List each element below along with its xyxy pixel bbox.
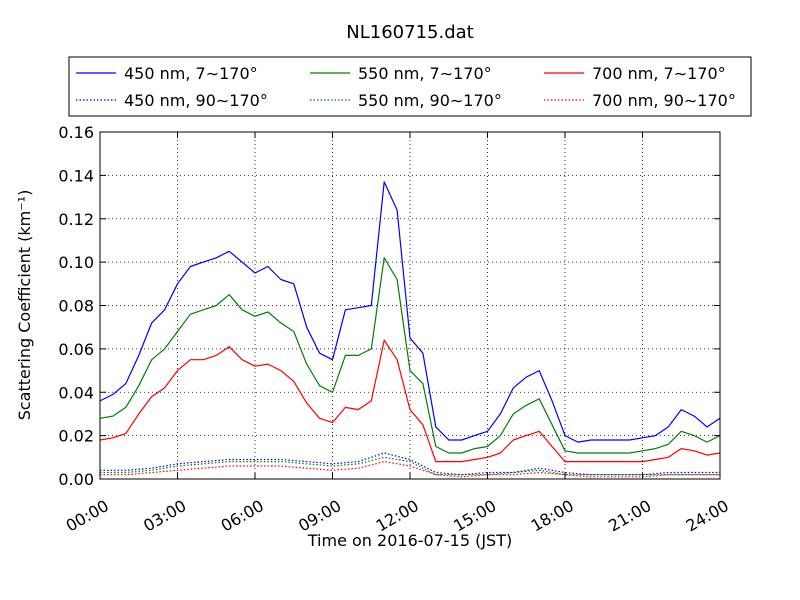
x-tick-label: 24:00: [683, 496, 732, 536]
y-tick-label: 0.14: [58, 166, 94, 185]
x-tick-label: 00:00: [63, 496, 112, 536]
y-tick-label: 0.10: [58, 253, 94, 272]
legend-label: 700 nm, 7∼170°: [592, 64, 726, 83]
legend-box: [68, 56, 752, 117]
legend-label: 450 nm, 7∼170°: [124, 64, 258, 83]
grid: [100, 132, 720, 479]
series-line-2: [99, 257, 721, 454]
series-line-3: [99, 339, 721, 463]
y-tick-label: 0.02: [58, 427, 94, 446]
y-tick-label: 0.16: [58, 123, 94, 142]
y-tick-label: 0.00: [58, 470, 94, 489]
x-tick-label: 12:00: [373, 496, 422, 536]
series-line-1: [99, 181, 721, 443]
legend-label: 550 nm, 90∼170°: [358, 91, 502, 110]
chart-title: NL160715.dat: [346, 22, 473, 43]
x-tick-label: 15:00: [450, 496, 499, 536]
ticks: [99, 131, 721, 480]
series-line-5: [100, 456, 720, 476]
x-tick-label: 21:00: [605, 496, 654, 536]
y-tick-labels: 0.00 0.02 0.04 0.06 0.08 0.10 0.12 0.14 0.16: [58, 123, 94, 489]
x-tick-label: 09:00: [295, 496, 344, 536]
legend-label: 450 nm, 90∼170°: [124, 91, 268, 110]
series-layer: [99, 181, 721, 478]
legend-label: 700 nm, 90∼170°: [592, 91, 736, 110]
y-tick-label: 0.08: [58, 297, 94, 316]
y-tick-label: 0.12: [58, 210, 94, 229]
x-tick-label: 06:00: [218, 496, 267, 536]
series-line-6: [100, 461, 720, 478]
y-axis-label: Scattering Coefficient (km⁻¹): [15, 190, 34, 421]
y-tick-label: 0.06: [58, 340, 94, 359]
x-tick-label: 18:00: [528, 496, 577, 536]
y-tick-label: 0.04: [58, 383, 94, 402]
x-tick-label: 03:00: [140, 496, 189, 536]
legend: 450 nm, 7∼170° 550 nm, 7∼170° 700 nm, 7∼17…: [68, 56, 752, 117]
x-axis-label: Time on 2016-07-15 (JST): [307, 531, 512, 550]
x-tick-labels: 00:00 03:00 06:00 09:00 12:00 15:00 18:00 21:00…: [63, 496, 732, 536]
legend-label: 550 nm, 7∼170°: [358, 64, 492, 83]
